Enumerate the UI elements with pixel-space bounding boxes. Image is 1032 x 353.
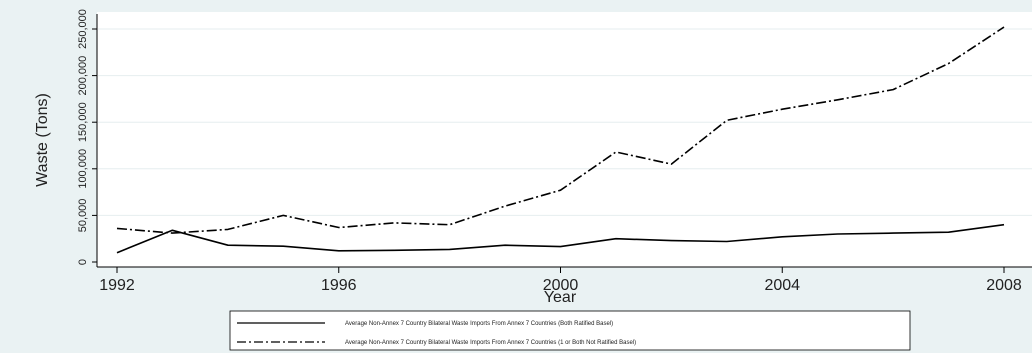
x-tick-label-3: 2004 [764,277,800,294]
plot-area [97,12,1032,267]
x-axis-title: Year [544,289,577,306]
series-line-2 [116,26,1005,234]
gridlines [98,28,1032,216]
y-tick-label-4: 200,000 [77,56,89,96]
y-tick-label-1: 50,000 [77,199,89,233]
series-line-1 [116,223,1005,254]
legend-label-series-1: Average Non-Annex 7 Country Bilateral Wa… [345,321,613,327]
x-tick-label-1: 1996 [321,277,357,294]
x-tick-label-4: 2008 [986,277,1022,294]
y-tick-label-0: 0 [77,259,89,265]
series-lines [116,26,1005,254]
x-tick-label-0: 1992 [99,277,135,294]
x-ticks: 1992 1996 2000 2004 2008 [99,267,1022,294]
legend-label-series-2: Average Non-Annex 7 Country Bilateral Wa… [345,340,636,346]
y-ticks: 0 50,000 100,000 150,000 200,000 250,000 [77,9,97,265]
x-tick-label-2: 2000 [543,277,579,294]
legend: Average Non-Annex 7 Country Bilateral Wa… [229,310,911,351]
legend-box [229,310,911,351]
y-tick-label-3: 150,000 [77,102,89,142]
y-tick-label-5: 250,000 [77,9,89,49]
y-axis-title: Waste (Tons) [34,93,51,187]
y-tick-label-2: 100,000 [77,149,89,189]
